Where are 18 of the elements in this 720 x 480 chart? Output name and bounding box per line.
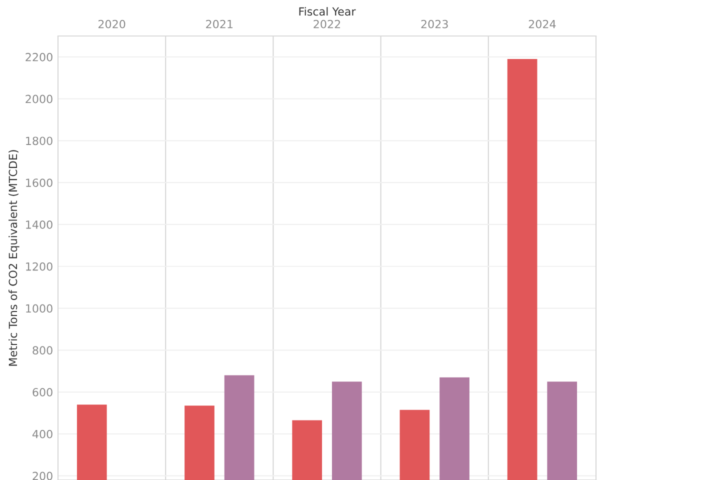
x-axis-title: Fiscal Year [299,7,356,16]
y-tick-label: 600 [32,388,52,396]
x-tick-label: 2021 [206,20,233,28]
y-tick-label: 2000 [26,94,52,104]
y-tick-label: 2200 [26,52,52,62]
x-tick-label: 2023 [421,20,448,28]
y-tick-label: 200 [32,472,52,480]
y-tick-label: 1800 [26,136,52,146]
y-tick-label: 1200 [26,262,52,271]
x-tick-label: 2024 [528,20,556,28]
x-tick-label: 2022 [314,20,340,28]
y-axis-title: Metric Tons of CO2 Equivalent (MTCDE) [8,150,20,366]
y-tick-label: 400 [32,430,52,438]
y-tick-label: 1000 [26,304,52,313]
y-tick-label: 1400 [26,220,52,229]
x-tick-label: 2020 [98,20,126,28]
y-tick-label: 800 [32,346,52,355]
y-tick-label: 1600 [26,178,52,187]
